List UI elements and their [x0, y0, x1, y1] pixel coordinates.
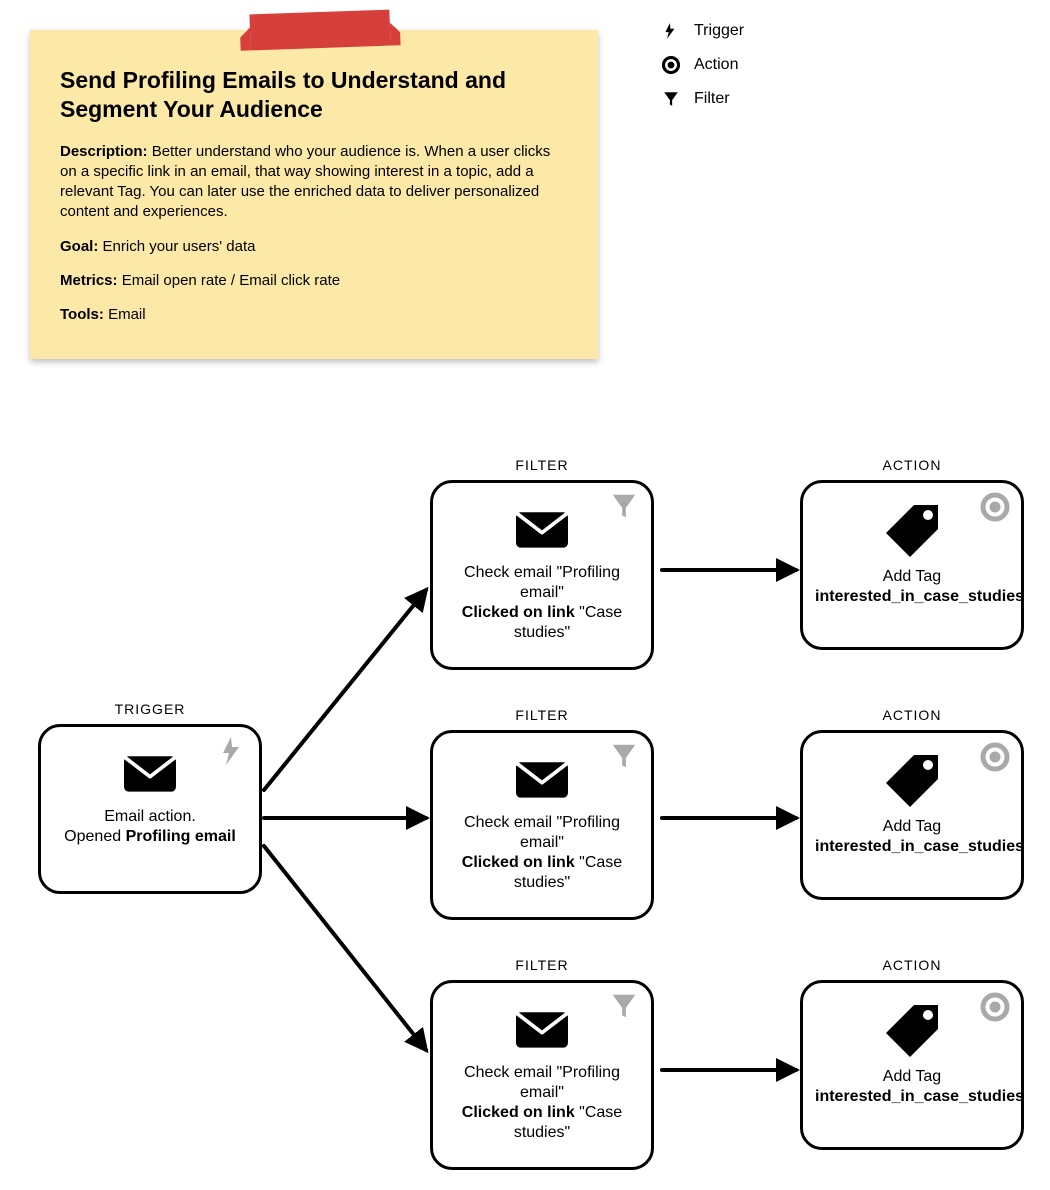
- sticky-description: Description: Better understand who your …: [60, 142, 568, 223]
- node-trigger-line2-bold: Profiling email: [126, 828, 236, 845]
- node-action-3-text: Add Tag interested_in_case_studies: [811, 1067, 1013, 1107]
- sticky-description-label: Description:: [60, 143, 148, 160]
- node-trigger-caption: TRIGGER: [41, 701, 259, 717]
- target-icon: [979, 741, 1011, 773]
- node-filter-3: FILTER Check email "Profiling email" Cli…: [430, 980, 654, 1170]
- node-action-1-text: Add Tag interested_in_case_studies: [811, 567, 1013, 607]
- tag-icon: [880, 499, 944, 563]
- sticky-goal: Goal: Enrich your users' data: [60, 237, 568, 257]
- node-action-2: ACTION Add Tag interested_in_case_studie…: [800, 730, 1024, 900]
- node-filter-1-caption: FILTER: [433, 457, 651, 473]
- envelope-icon: [505, 753, 579, 805]
- node-filter-3-bold: Clicked on link: [462, 1104, 575, 1121]
- envelope-icon: [113, 747, 187, 799]
- sticky-tape: [249, 10, 390, 51]
- legend-row-filter: Filter: [660, 88, 744, 110]
- sticky-goal-label: Goal:: [60, 238, 98, 255]
- sticky-goal-text: Enrich your users' data: [103, 238, 256, 255]
- node-action-1-line2: interested_in_case_studies: [815, 588, 1024, 605]
- tag-icon: [880, 999, 944, 1063]
- funnel-icon: [660, 88, 682, 110]
- node-filter-2-line1: Check email "Profiling email": [464, 814, 620, 851]
- sticky-tools: Tools: Email: [60, 305, 568, 325]
- sticky-metrics: Metrics: Email open rate / Email click r…: [60, 271, 568, 291]
- node-trigger-text: Email action. Opened Profiling email: [49, 807, 251, 847]
- bolt-icon: [217, 735, 249, 767]
- sticky-tools-label: Tools:: [60, 306, 104, 323]
- legend-filter-label: Filter: [694, 90, 730, 108]
- node-action-1-caption: ACTION: [803, 457, 1021, 473]
- node-filter-1-line1: Check email "Profiling email": [464, 564, 620, 601]
- flow-canvas: TRIGGER Email action. Opened Profiling e…: [0, 440, 1050, 1190]
- node-trigger-line2-pre: Opened: [64, 828, 125, 845]
- legend-trigger-label: Trigger: [694, 22, 744, 40]
- node-action-2-text: Add Tag interested_in_case_studies: [811, 817, 1013, 857]
- node-filter-1-bold: Clicked on link: [462, 604, 575, 621]
- node-action-1-line1: Add Tag: [883, 568, 941, 585]
- node-action-2-line1: Add Tag: [883, 818, 941, 835]
- sticky-note: Send Profiling Emails to Understand and …: [30, 30, 598, 359]
- sticky-title: Send Profiling Emails to Understand and …: [60, 66, 568, 124]
- node-action-1: ACTION Add Tag interested_in_case_studie…: [800, 480, 1024, 650]
- funnel-icon: [609, 741, 641, 773]
- legend-action-label: Action: [694, 56, 738, 74]
- node-action-3-line2: interested_in_case_studies: [815, 1088, 1024, 1105]
- node-action-2-caption: ACTION: [803, 707, 1021, 723]
- node-action-3: ACTION Add Tag interested_in_case_studie…: [800, 980, 1024, 1150]
- sticky-tools-text: Email: [108, 306, 146, 323]
- sticky-metrics-text: Email open rate / Email click rate: [122, 272, 340, 289]
- node-filter-2-bold: Clicked on link: [462, 854, 575, 871]
- node-filter-1-text: Check email "Profiling email" Clicked on…: [441, 563, 643, 643]
- target-icon: [979, 991, 1011, 1023]
- node-filter-1: FILTER Check email "Profiling email" Cli…: [430, 480, 654, 670]
- node-filter-3-line1: Check email "Profiling email": [464, 1064, 620, 1101]
- funnel-icon: [609, 991, 641, 1023]
- tag-icon: [880, 749, 944, 813]
- node-action-3-line1: Add Tag: [883, 1068, 941, 1085]
- target-icon: [660, 54, 682, 76]
- sticky-metrics-label: Metrics:: [60, 272, 118, 289]
- node-filter-3-caption: FILTER: [433, 957, 651, 973]
- envelope-icon: [505, 1003, 579, 1055]
- node-filter-2: FILTER Check email "Profiling email" Cli…: [430, 730, 654, 920]
- node-trigger: TRIGGER Email action. Opened Profiling e…: [38, 724, 262, 894]
- node-action-3-caption: ACTION: [803, 957, 1021, 973]
- node-filter-2-caption: FILTER: [433, 707, 651, 723]
- node-trigger-line1: Email action.: [104, 808, 196, 825]
- node-filter-3-text: Check email "Profiling email" Clicked on…: [441, 1063, 643, 1143]
- envelope-icon: [505, 503, 579, 555]
- target-icon: [979, 491, 1011, 523]
- bolt-icon: [660, 20, 682, 42]
- node-action-2-line2: interested_in_case_studies: [815, 838, 1024, 855]
- legend: Trigger Action Filter: [660, 20, 744, 122]
- node-filter-2-text: Check email "Profiling email" Clicked on…: [441, 813, 643, 893]
- legend-row-action: Action: [660, 54, 744, 76]
- legend-row-trigger: Trigger: [660, 20, 744, 42]
- funnel-icon: [609, 491, 641, 523]
